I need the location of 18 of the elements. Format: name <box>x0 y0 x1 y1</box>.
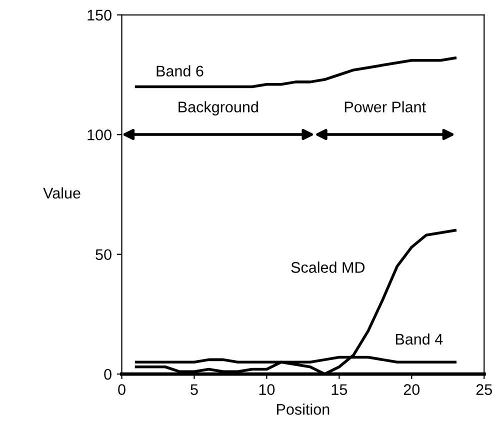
y-tick-label: 50 <box>96 249 112 260</box>
line-series <box>134 56 457 88</box>
y-axis-title: Value <box>43 187 80 199</box>
x-tick-label: 15 <box>332 384 348 395</box>
x-tick-label: 5 <box>190 384 198 395</box>
x-tick-label: 25 <box>476 384 492 395</box>
y-tick-label: 0 <box>104 368 112 380</box>
annotation: Background <box>178 101 258 116</box>
x-tick-label: 10 <box>259 384 275 395</box>
series-label: Band 6 <box>156 65 204 77</box>
series-label: Scaled MD <box>291 262 365 273</box>
x-tick-label: 0 <box>118 384 126 395</box>
series-label: Band 4 <box>396 333 443 345</box>
x-axis-title: Position <box>277 404 330 415</box>
y-tick-label: 150 <box>88 10 112 21</box>
y-tick-label: 100 <box>88 129 112 140</box>
x-tick-label: 20 <box>404 384 420 395</box>
annotation: Power Plant <box>344 101 426 112</box>
